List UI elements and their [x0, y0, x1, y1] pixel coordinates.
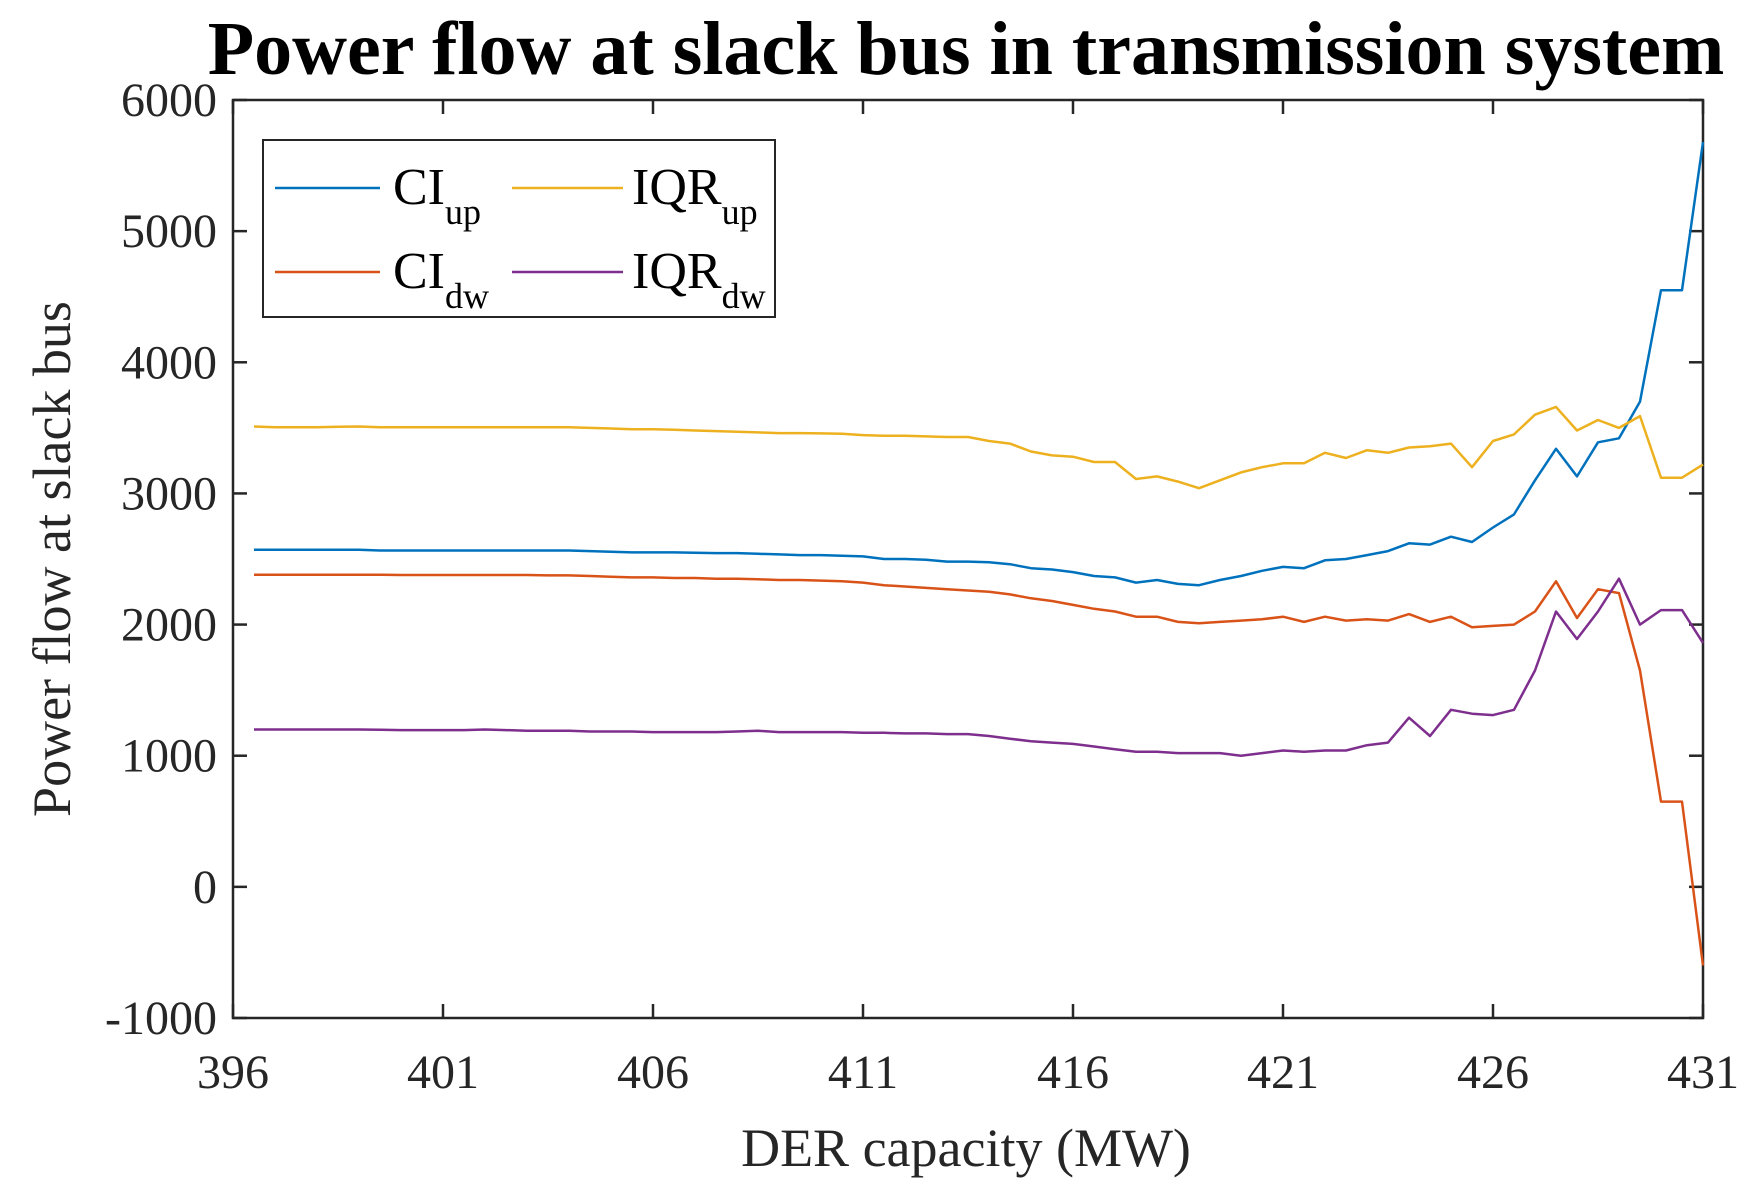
series-line-iqr-up [253, 405, 1704, 490]
legend-label-iqr-dw: IQRdw [632, 243, 766, 316]
y-tick-label: 3000 [121, 467, 217, 520]
chart-title: Power flow at slack bus in transmission … [208, 7, 1725, 91]
legend-label-iqr-up: IQRup [632, 159, 758, 232]
legend: CIup IQRup CIdw IQRdw [262, 139, 776, 318]
x-tick-label: 396 [197, 1046, 269, 1099]
y-tick-label: 4000 [121, 336, 217, 389]
series-line-ci-dw [254, 573, 1705, 966]
x-tick-label: 431 [1667, 1046, 1739, 1099]
x-tick-label: 411 [828, 1046, 898, 1099]
x-tick-label: 416 [1037, 1046, 1109, 1099]
y-axis-ticks: -1000 0 1000 2000 3000 4000 5000 6000 [105, 74, 1703, 1045]
x-tick-label: 406 [617, 1046, 689, 1099]
y-tick-label: 0 [193, 861, 217, 914]
series-line-ci-up [254, 141, 1705, 587]
legend-label-ci-dw: CIdw [393, 243, 489, 316]
series-line-iqr-dw [254, 577, 1705, 757]
y-tick-label: 1000 [121, 730, 217, 783]
x-axis-label: DER capacity (MW) [741, 1118, 1191, 1178]
x-tick-label: 426 [1457, 1046, 1529, 1099]
y-tick-label: 6000 [121, 74, 217, 127]
series-lines [253, 141, 1705, 966]
legend-box [262, 139, 776, 318]
y-tick-label: 2000 [121, 599, 217, 652]
x-tick-label: 401 [407, 1046, 479, 1099]
x-axis-ticks: 396 401 406 411 416 421 426 431 [197, 100, 1739, 1099]
x-tick-label: 421 [1247, 1046, 1319, 1099]
y-tick-label: -1000 [105, 992, 217, 1045]
y-tick-label: 5000 [121, 205, 217, 258]
legend-label-ci-up: CIup [393, 159, 481, 232]
y-axis-label: Power flow at slack bus [22, 301, 82, 817]
